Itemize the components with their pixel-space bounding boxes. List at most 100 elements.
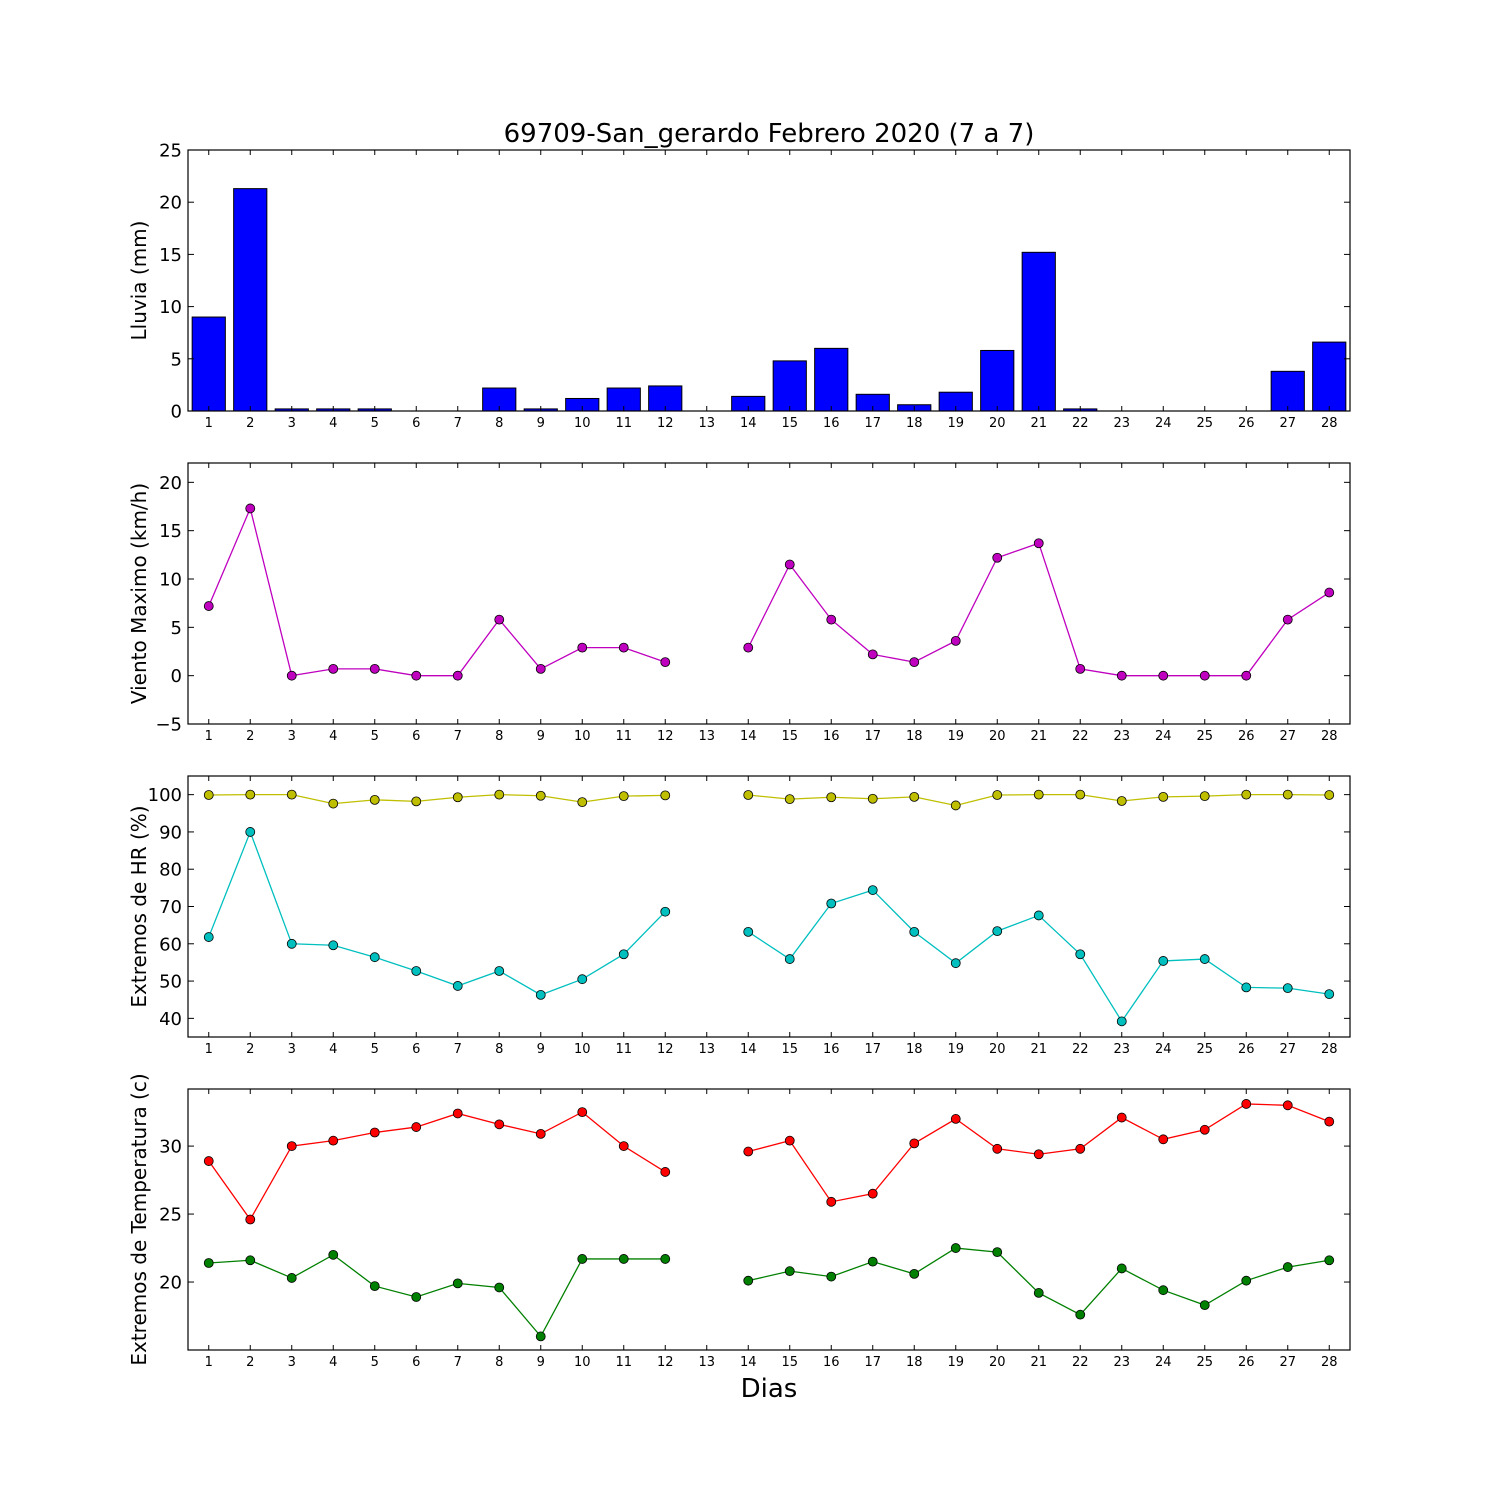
data-point [784,794,795,805]
x-tick-label: 25 [1196,416,1213,431]
y-tick-label: 0 [171,402,182,423]
x-tick-label: 11 [615,1355,632,1370]
data-point [452,981,463,991]
bar [1270,370,1305,412]
data-point [494,789,505,800]
x-tick-label: 1 [205,1355,213,1370]
chart-title: 69709-San_gerardo Febrero 2020 (7 a 7) [504,119,1035,149]
y-tick-label: 10 [159,570,182,591]
x-tick-label: 1 [205,729,213,744]
data-point [577,1254,588,1264]
x-tick-label: 26 [1238,1042,1255,1057]
y-tick-label: 60 [159,934,182,955]
x-tick-label: 16 [823,1042,840,1057]
data-point [1324,989,1335,1000]
data-point [909,1268,920,1279]
x-tick-label: 17 [864,729,881,744]
data-point [328,1135,339,1146]
y-axis-label: Viento Maximo (km/h) [127,483,151,704]
data-point [618,642,629,653]
data-point [411,1292,422,1302]
data-point [1075,664,1086,674]
y-tick-label: 80 [159,860,182,881]
data-point [369,1127,380,1138]
data-point [1033,1288,1044,1298]
y-tick-label: 15 [159,245,182,266]
x-tick-label: 10 [574,1355,591,1370]
data-point [660,790,671,801]
data-point [577,797,588,807]
x-tick-label: 5 [371,1355,379,1370]
data-point [1158,1134,1169,1145]
x-tick-label: 2 [246,416,254,431]
x-tick-label: 19 [947,1355,964,1370]
x-tick-label: 11 [615,729,632,744]
bar [814,347,849,412]
x-tick-label: 10 [574,1042,591,1057]
x-tick-label: 12 [657,1355,674,1370]
data-point [494,966,505,976]
x-tick-label: 3 [288,729,296,744]
x-tick-label: 21 [1030,1042,1047,1057]
x-tick-label: 2 [246,1355,254,1370]
panel-3-series-2 [203,827,1335,1027]
data-point [1282,1100,1293,1111]
x-tick-label: 9 [537,1355,545,1370]
x-tick-label: 7 [454,1355,462,1370]
data-point [1241,1275,1252,1286]
data-point [867,885,878,895]
x-tick-label: 14 [740,1042,757,1057]
x-tick-label: 22 [1072,729,1089,744]
x-tick-label: 7 [454,729,462,744]
x-tick-label: 9 [537,416,545,431]
data-point [992,552,1003,563]
y-tick-label: 20 [159,193,182,214]
x-tick-label: 12 [657,729,674,744]
x-tick-label: 16 [823,416,840,431]
x-tick-label: 19 [947,416,964,431]
data-point [1282,789,1293,800]
data-point [950,1114,961,1124]
data-point [369,952,380,963]
y-axis-label: Extremos de Temperatura (c) [127,1073,151,1365]
plot-frame [187,149,1351,412]
x-axis-label: Dias [741,1374,798,1404]
data-point [1158,956,1169,966]
panel-3-series-1 [203,789,1335,811]
x-tick-label: 28 [1321,1042,1338,1057]
x-tick-label: 23 [1113,1042,1130,1057]
data-point [286,1273,297,1283]
data-point [1324,790,1335,800]
x-tick-label: 6 [412,416,420,431]
x-tick-label: 17 [864,1355,881,1370]
x-tick-label: 17 [864,416,881,431]
data-point [618,791,629,802]
data-point [411,1122,422,1132]
bar [980,349,1015,412]
data-point [1158,1285,1169,1296]
x-tick-label: 26 [1238,1355,1255,1370]
x-tick-label: 14 [740,416,757,431]
data-point [245,827,256,837]
x-tick-label: 19 [947,1042,964,1057]
x-tick-label: 24 [1155,1355,1172,1370]
x-tick-label: 20 [989,1355,1006,1370]
x-tick-label: 9 [537,729,545,744]
x-tick-label: 28 [1321,729,1338,744]
y-tick-label: 20 [159,1273,182,1294]
x-tick-label: 18 [906,729,923,744]
x-tick-label: 8 [495,729,503,744]
x-tick-label: 18 [906,416,923,431]
data-point [494,1282,505,1293]
y-tick-label: 25 [159,1205,182,1226]
panel-2-series-1 [203,503,1335,681]
plot-frame [187,1088,1351,1351]
data-point [1158,791,1169,802]
x-tick-label: 19 [947,729,964,744]
data-point [1241,982,1252,993]
bar [233,188,268,412]
data-point [950,800,961,811]
